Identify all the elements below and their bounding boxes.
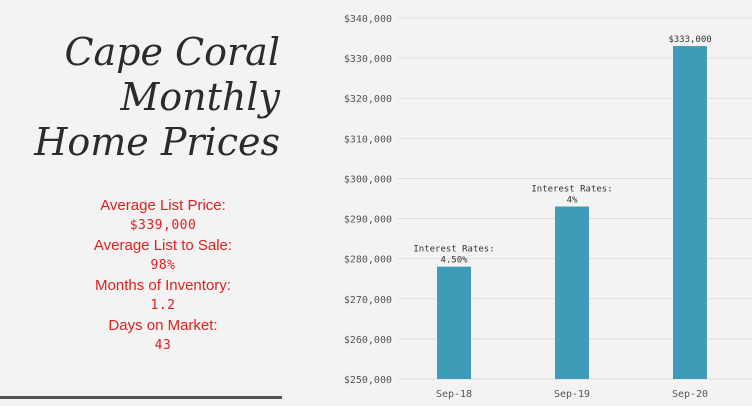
page-title: Cape Coral Monthly Home Prices [34, 30, 280, 165]
data-label: 4.50% [440, 256, 468, 266]
y-tick-label: $290,000 [344, 215, 392, 226]
data-label: 4% [567, 196, 578, 206]
y-tick-label: $320,000 [344, 94, 392, 105]
bar [555, 206, 589, 379]
y-tick-label: $330,000 [344, 54, 392, 65]
avg-list-price-value: $339,000 [129, 218, 197, 233]
bar-chart-svg: $250,000 $260,000 $270,000 $280,000 $290,000… [344, 14, 752, 400]
days-on-market-label: Days on Market: [108, 317, 218, 334]
months-inventory-label: Months of Inventory: [95, 277, 231, 294]
avg-list-to-sale-value: 98% [150, 258, 176, 273]
data-label: Interest Rates: [531, 185, 612, 195]
x-tick-label: Sep-20 [672, 389, 708, 400]
info-panel: Cape Coral Monthly Home Prices Average L… [0, 0, 300, 401]
y-tick-label: $340,000 [344, 14, 392, 25]
bar [673, 46, 707, 379]
x-tick-label: Sep-18 [436, 389, 472, 400]
y-tick-label: $270,000 [344, 295, 392, 306]
avg-list-price-label: Average List Price: [100, 197, 226, 214]
days-on-market-value: 43 [154, 338, 172, 353]
title-line-2: Monthly [120, 75, 280, 119]
y-tick-label: $310,000 [344, 134, 392, 145]
y-tick-label: $260,000 [344, 335, 392, 346]
data-label: Interest Rates: [413, 245, 494, 255]
y-tick-label: $250,000 [344, 375, 392, 386]
title-line-1: Cape Coral [64, 30, 280, 74]
months-inventory-value: 1.2 [150, 298, 176, 313]
data-label: $333,000 [668, 35, 711, 45]
bar [437, 266, 471, 379]
y-tick-label: $280,000 [344, 255, 392, 266]
divider-rule [0, 396, 282, 399]
y-tick-label: $300,000 [344, 174, 392, 185]
avg-list-to-sale-label: Average List to Sale: [93, 237, 233, 254]
market-stats: Average List Price: $339,000 Average Lis… [68, 196, 258, 356]
title-line-3: Home Prices [34, 120, 280, 164]
price-chart: $250,000 $260,000 $270,000 $280,000 $290,000… [300, 0, 752, 401]
x-tick-label: Sep-19 [554, 389, 590, 400]
